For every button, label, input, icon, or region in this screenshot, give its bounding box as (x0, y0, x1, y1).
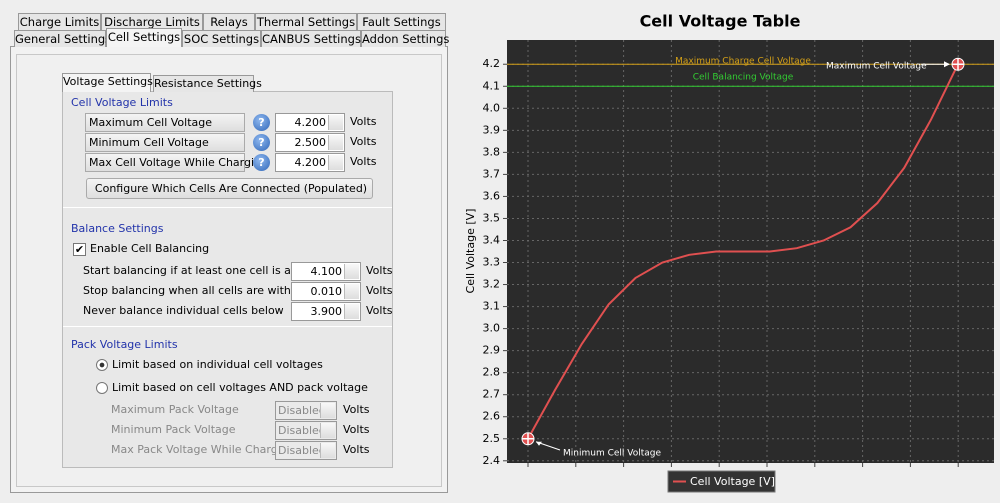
number-input[interactable]: 4.200 (275, 113, 345, 132)
number-input[interactable]: 2.500 (275, 133, 345, 152)
unit: Volts (350, 115, 377, 128)
y-tick-label: 3.4 (483, 233, 501, 246)
tab[interactable]: Cell Settings (106, 28, 182, 47)
field-label: Max Pack Voltage While Charging (111, 443, 295, 456)
field-label: Start balancing if at least one cell is … (83, 264, 318, 277)
y-tick-label: 2.7 (483, 388, 501, 401)
unit: Volts (343, 443, 370, 456)
arrow-head (536, 441, 542, 446)
tab[interactable]: Addon Settings (361, 30, 450, 47)
tab[interactable]: Relays (203, 13, 255, 30)
unit: Volts (343, 423, 370, 436)
y-tick-label: 3.3 (483, 256, 501, 269)
spinner[interactable] (344, 304, 359, 319)
spinner[interactable] (320, 403, 335, 418)
marker-cross (952, 58, 964, 71)
y-tick-label: 2.4 (483, 454, 501, 467)
number-input[interactable]: 4.200 (275, 153, 345, 172)
legend-label: Cell Voltage [V] (690, 475, 775, 488)
section-title: Pack Voltage Limits (71, 338, 178, 351)
data-line (527, 63, 959, 440)
legend-box (667, 470, 776, 493)
spinner[interactable] (320, 443, 335, 458)
y-tick-label: 3.6 (483, 189, 501, 202)
y-tick-label: 3.8 (483, 145, 501, 158)
radio-label: Limit based on individual cell voltages (112, 358, 323, 371)
y-tick-label: 2.8 (483, 366, 501, 379)
y-tick-label: 3.0 (483, 322, 501, 335)
y-tick-label: 3.1 (483, 300, 501, 313)
y-axis-label: Cell Voltage [V] (464, 209, 477, 294)
radio[interactable] (96, 359, 108, 371)
number-input: Disabled (275, 421, 337, 440)
tab[interactable]: Thermal Settings (255, 13, 357, 30)
tab[interactable]: Fault Settings (357, 13, 446, 30)
field-label: Stop balancing when all cells are within (83, 284, 301, 297)
y-tick-label: 3.2 (483, 278, 501, 291)
tab[interactable]: Charge Limits (18, 13, 101, 30)
spinner[interactable] (320, 423, 335, 438)
arrow-head (944, 61, 950, 68)
field-label: Minimum Pack Voltage (111, 423, 236, 436)
unit: Volts (366, 284, 393, 297)
section-title: Cell Voltage Limits (71, 96, 173, 109)
field-label: Minimum Cell Voltage (85, 133, 245, 152)
annotation: Minimum Cell Voltage (563, 449, 661, 459)
spinner[interactable] (344, 284, 359, 299)
spinner[interactable] (328, 135, 343, 150)
unit: Volts (343, 403, 370, 416)
y-tick-label: 2.5 (483, 432, 501, 445)
separator (63, 326, 392, 327)
section-title: Balance Settings (71, 222, 164, 235)
y-tick-label: 4.1 (483, 79, 501, 92)
y-tick-label: 2.9 (483, 344, 501, 357)
annotation: Maximum Cell Voltage (826, 62, 927, 72)
marker-cross (522, 432, 534, 445)
tab[interactable]: General Settings (14, 30, 112, 47)
y-tick-label: 3.9 (483, 123, 501, 136)
field-label: Maximum Pack Voltage (111, 403, 239, 416)
subtab[interactable]: Voltage Settings (62, 73, 153, 92)
field-label: Maximum Cell Voltage (85, 113, 245, 132)
y-tick-label: 2.6 (483, 410, 501, 423)
help-icon[interactable]: ? (253, 134, 270, 151)
tab[interactable]: SOC Settings (182, 30, 261, 47)
y-tick-label: 4.0 (483, 101, 501, 114)
unit: Volts (350, 135, 377, 148)
y-tick-label: 3.5 (483, 211, 501, 224)
number-input[interactable]: 4.100 (291, 262, 361, 281)
reference-label: Cell Balancing Voltage (693, 73, 794, 83)
unit: Volts (366, 264, 393, 277)
chart-title: Cell Voltage Table (640, 12, 801, 31)
chart: Cell Voltage Table Cell Voltage [V] 2.4 2… (464, 12, 994, 493)
help-icon[interactable]: ? (253, 114, 270, 131)
number-input: Disabled (275, 441, 337, 460)
checkbox[interactable]: ✔ (73, 243, 86, 256)
y-tick-label: 4.2 (483, 57, 501, 70)
unit: Volts (350, 155, 377, 168)
button[interactable]: Configure Which Cells Are Connected (Pop… (86, 178, 373, 199)
reference-label: Maximum Charge Cell Voltage (675, 57, 811, 67)
subtab[interactable]: Resistance Settings (153, 75, 262, 92)
tab[interactable]: Discharge Limits (101, 13, 203, 30)
field-label: Max Cell Voltage While Charging (85, 153, 268, 172)
radio-label: Limit based on cell voltages AND pack vo… (112, 381, 368, 394)
spinner[interactable] (328, 115, 343, 130)
tab[interactable]: CANBUS Settings (261, 30, 361, 47)
help-icon[interactable]: ? (253, 154, 270, 171)
field-label: Never balance individual cells below (83, 304, 284, 317)
spinner[interactable] (344, 264, 359, 279)
number-input[interactable]: 0.010 (291, 282, 361, 301)
number-input[interactable]: 3.900 (291, 302, 361, 321)
spinner[interactable] (328, 155, 343, 170)
checkbox-label: Enable Cell Balancing (90, 242, 210, 255)
radio[interactable] (96, 382, 108, 394)
separator (63, 207, 392, 208)
number-input: Disabled (275, 401, 337, 420)
y-tick-label: 3.7 (483, 167, 501, 180)
unit: Volts (366, 304, 393, 317)
